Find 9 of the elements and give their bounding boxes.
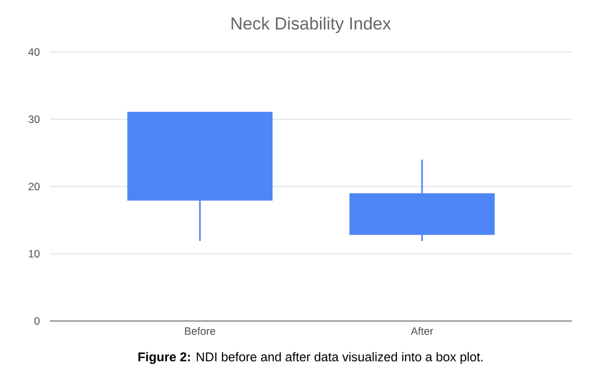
chart-title: Neck Disability Index xyxy=(232,16,391,34)
y-tick-label: 10 xyxy=(28,250,40,258)
x-tick-label: Before xyxy=(185,327,216,335)
x-tick-label: After xyxy=(410,327,434,335)
y-tick-label: 40 xyxy=(28,48,40,56)
y-tick-label: 20 xyxy=(28,182,40,190)
text: Figure 2: NDI before and after data visualized into a box plot. xyxy=(138,352,483,364)
y-tick-label: 30 xyxy=(28,115,40,124)
y-tick-label: 0 xyxy=(34,317,40,325)
